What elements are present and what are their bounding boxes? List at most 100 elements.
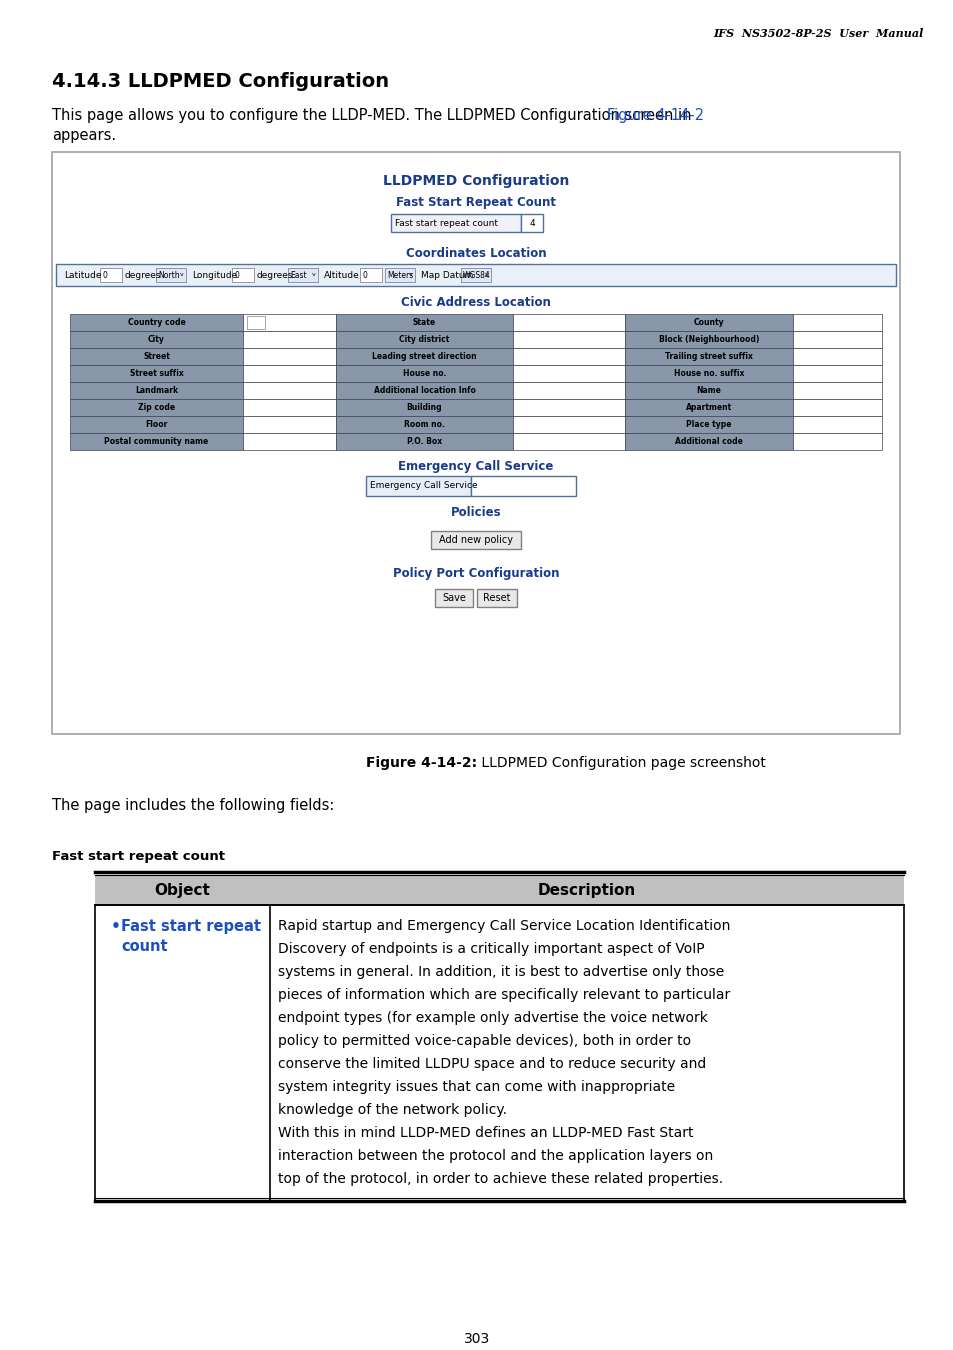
- Text: 0: 0: [234, 270, 239, 279]
- Text: Emergency Call Service: Emergency Call Service: [370, 482, 477, 490]
- Bar: [335, 382, 513, 400]
- Text: Meters: Meters: [386, 270, 413, 279]
- Bar: [792, 382, 882, 400]
- Bar: [624, 400, 792, 416]
- Text: appears.: appears.: [52, 128, 116, 143]
- Bar: [624, 315, 792, 331]
- Text: Description: Description: [537, 883, 636, 898]
- Text: Reset: Reset: [483, 593, 510, 603]
- Text: v: v: [484, 273, 488, 278]
- Text: conserve the limited LLDPU space and to reduce security and: conserve the limited LLDPU space and to …: [277, 1057, 705, 1071]
- Bar: [513, 416, 624, 433]
- Text: Place type: Place type: [685, 420, 731, 429]
- Text: Name: Name: [696, 386, 720, 396]
- Text: v: v: [180, 273, 184, 278]
- Bar: [513, 364, 624, 382]
- Text: pieces of information which are specifically relevant to particular: pieces of information which are specific…: [277, 988, 729, 1002]
- Text: This page allows you to configure the LLDP-MED. The LLDPMED Configuration screen: This page allows you to configure the LL…: [52, 108, 696, 123]
- Text: v: v: [312, 273, 315, 278]
- Text: Zip code: Zip code: [138, 404, 175, 412]
- Bar: [243, 416, 335, 433]
- Text: Floor: Floor: [145, 420, 168, 429]
- Text: Landmark: Landmark: [134, 386, 178, 396]
- Text: 4: 4: [529, 219, 535, 228]
- Text: The page includes the following fields:: The page includes the following fields:: [52, 798, 334, 813]
- Bar: [624, 331, 792, 348]
- Text: 0: 0: [362, 270, 367, 279]
- Text: v: v: [409, 273, 412, 278]
- Text: Discovery of endpoints is a critically important aspect of VoIP: Discovery of endpoints is a critically i…: [277, 942, 704, 956]
- Text: degrees: degrees: [125, 270, 161, 279]
- Bar: [460, 269, 490, 282]
- Text: Civic Address Location: Civic Address Location: [400, 296, 551, 309]
- Text: Postal community name: Postal community name: [104, 437, 209, 446]
- Text: systems in general. In addition, it is best to advertise only those: systems in general. In addition, it is b…: [277, 965, 723, 979]
- Bar: [70, 364, 243, 382]
- Bar: [335, 433, 513, 450]
- Text: Additional code: Additional code: [675, 437, 742, 446]
- Bar: [288, 269, 318, 282]
- Bar: [243, 433, 335, 450]
- Text: Country code: Country code: [128, 319, 185, 327]
- Text: interaction between the protocol and the application layers on: interaction between the protocol and the…: [277, 1149, 713, 1162]
- Text: House no.: House no.: [402, 369, 446, 378]
- Bar: [70, 348, 243, 364]
- Bar: [52, 153, 899, 734]
- Text: Altitude: Altitude: [324, 270, 359, 279]
- Text: State: State: [413, 319, 436, 327]
- Bar: [335, 348, 513, 364]
- Bar: [431, 531, 520, 549]
- Bar: [391, 215, 520, 232]
- Text: Longitude: Longitude: [192, 270, 237, 279]
- Text: Save: Save: [441, 593, 465, 603]
- Bar: [792, 331, 882, 348]
- Bar: [792, 315, 882, 331]
- Bar: [624, 364, 792, 382]
- Bar: [366, 477, 471, 495]
- Bar: [792, 348, 882, 364]
- Text: With this in mind LLDP-MED defines an LLDP-MED Fast Start: With this in mind LLDP-MED defines an LL…: [277, 1126, 693, 1139]
- Text: Policies: Policies: [450, 506, 500, 518]
- Text: Map Datum: Map Datum: [420, 270, 473, 279]
- Bar: [476, 589, 517, 608]
- Bar: [792, 400, 882, 416]
- Text: 0: 0: [103, 270, 108, 279]
- Bar: [513, 400, 624, 416]
- Bar: [56, 265, 895, 286]
- Text: Street suffix: Street suffix: [130, 369, 183, 378]
- Bar: [513, 331, 624, 348]
- Text: House no. suffix: House no. suffix: [673, 369, 743, 378]
- Text: Block (Neighbourhood): Block (Neighbourhood): [659, 335, 759, 344]
- Bar: [95, 875, 903, 905]
- Bar: [243, 400, 335, 416]
- Text: count: count: [121, 940, 168, 954]
- Text: Fast start repeat count: Fast start repeat count: [52, 850, 225, 863]
- Text: Object: Object: [154, 883, 211, 898]
- Bar: [99, 269, 121, 282]
- Bar: [335, 315, 513, 331]
- Bar: [792, 364, 882, 382]
- Bar: [247, 316, 265, 329]
- Text: North: North: [158, 270, 179, 279]
- Bar: [624, 433, 792, 450]
- Text: Fast start repeat: Fast start repeat: [121, 919, 261, 934]
- Text: 4.14.3 LLDPMED Configuration: 4.14.3 LLDPMED Configuration: [52, 72, 389, 90]
- Text: •: •: [111, 919, 121, 934]
- Text: Figure 4-14-2:: Figure 4-14-2:: [366, 756, 476, 770]
- Text: policy to permitted voice-capable devices), both in order to: policy to permitted voice-capable device…: [277, 1034, 690, 1048]
- Bar: [471, 477, 576, 495]
- Bar: [95, 904, 903, 1202]
- Bar: [156, 269, 186, 282]
- Bar: [792, 433, 882, 450]
- Text: Figure 4-14-2: Figure 4-14-2: [606, 108, 703, 123]
- Text: Leading street direction: Leading street direction: [372, 352, 476, 360]
- Bar: [335, 364, 513, 382]
- Text: Street: Street: [143, 352, 170, 360]
- Text: Apartment: Apartment: [685, 404, 731, 412]
- Bar: [70, 315, 243, 331]
- Text: County: County: [693, 319, 723, 327]
- Text: Building: Building: [406, 404, 442, 412]
- Bar: [792, 416, 882, 433]
- Text: LLDPMED Configuration page screenshot: LLDPMED Configuration page screenshot: [476, 756, 765, 770]
- Text: Emergency Call Service: Emergency Call Service: [398, 460, 553, 472]
